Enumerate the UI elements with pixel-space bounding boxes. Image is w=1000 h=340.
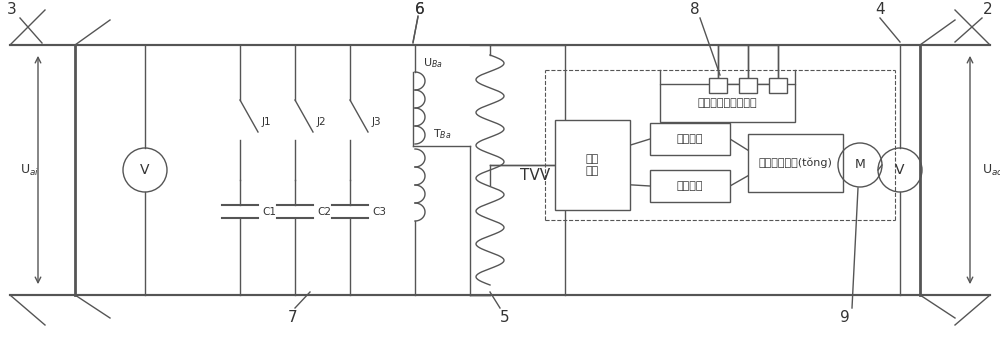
Text: U$_{ai}$: U$_{ai}$ bbox=[20, 163, 40, 177]
Text: 7: 7 bbox=[288, 310, 298, 325]
Text: 6: 6 bbox=[415, 2, 425, 17]
Text: 智能控制系統(tǒng): 智能控制系統(tǒng) bbox=[759, 158, 832, 168]
Bar bbox=[650, 123, 730, 155]
Text: TVV: TVV bbox=[520, 168, 550, 183]
Text: V: V bbox=[140, 163, 150, 177]
Text: 取樣電路: 取樣電路 bbox=[677, 134, 703, 144]
Bar bbox=[739, 78, 757, 93]
Text: V: V bbox=[895, 163, 905, 177]
Text: C2: C2 bbox=[317, 207, 331, 217]
Text: U$_{ao}$: U$_{ao}$ bbox=[982, 163, 1000, 177]
Text: 4: 4 bbox=[875, 2, 885, 17]
Text: U$_{Ba}$: U$_{Ba}$ bbox=[423, 56, 443, 70]
Text: 2: 2 bbox=[983, 2, 993, 17]
Bar bbox=[660, 84, 795, 122]
Text: 基準電路: 基準電路 bbox=[677, 181, 703, 191]
Text: T$_{Ba}$: T$_{Ba}$ bbox=[433, 127, 451, 141]
Text: 整流
穩壓: 整流 穩壓 bbox=[586, 154, 599, 176]
Text: J2: J2 bbox=[317, 117, 327, 127]
Text: M: M bbox=[855, 158, 865, 171]
Text: J3: J3 bbox=[372, 117, 382, 127]
Text: 無功補償自動控制器: 無功補償自動控制器 bbox=[698, 98, 757, 108]
Bar bbox=[769, 78, 787, 93]
Text: C1: C1 bbox=[262, 207, 276, 217]
Bar bbox=[650, 170, 730, 202]
Text: 6: 6 bbox=[415, 2, 425, 17]
Text: J1: J1 bbox=[262, 117, 272, 127]
Text: 5: 5 bbox=[500, 310, 510, 325]
Text: 3: 3 bbox=[7, 2, 17, 17]
Text: 8: 8 bbox=[690, 2, 700, 17]
Bar bbox=[748, 134, 843, 192]
Text: 9: 9 bbox=[840, 310, 850, 325]
Text: C3: C3 bbox=[372, 207, 386, 217]
Bar bbox=[709, 78, 727, 93]
Bar bbox=[555, 120, 630, 210]
